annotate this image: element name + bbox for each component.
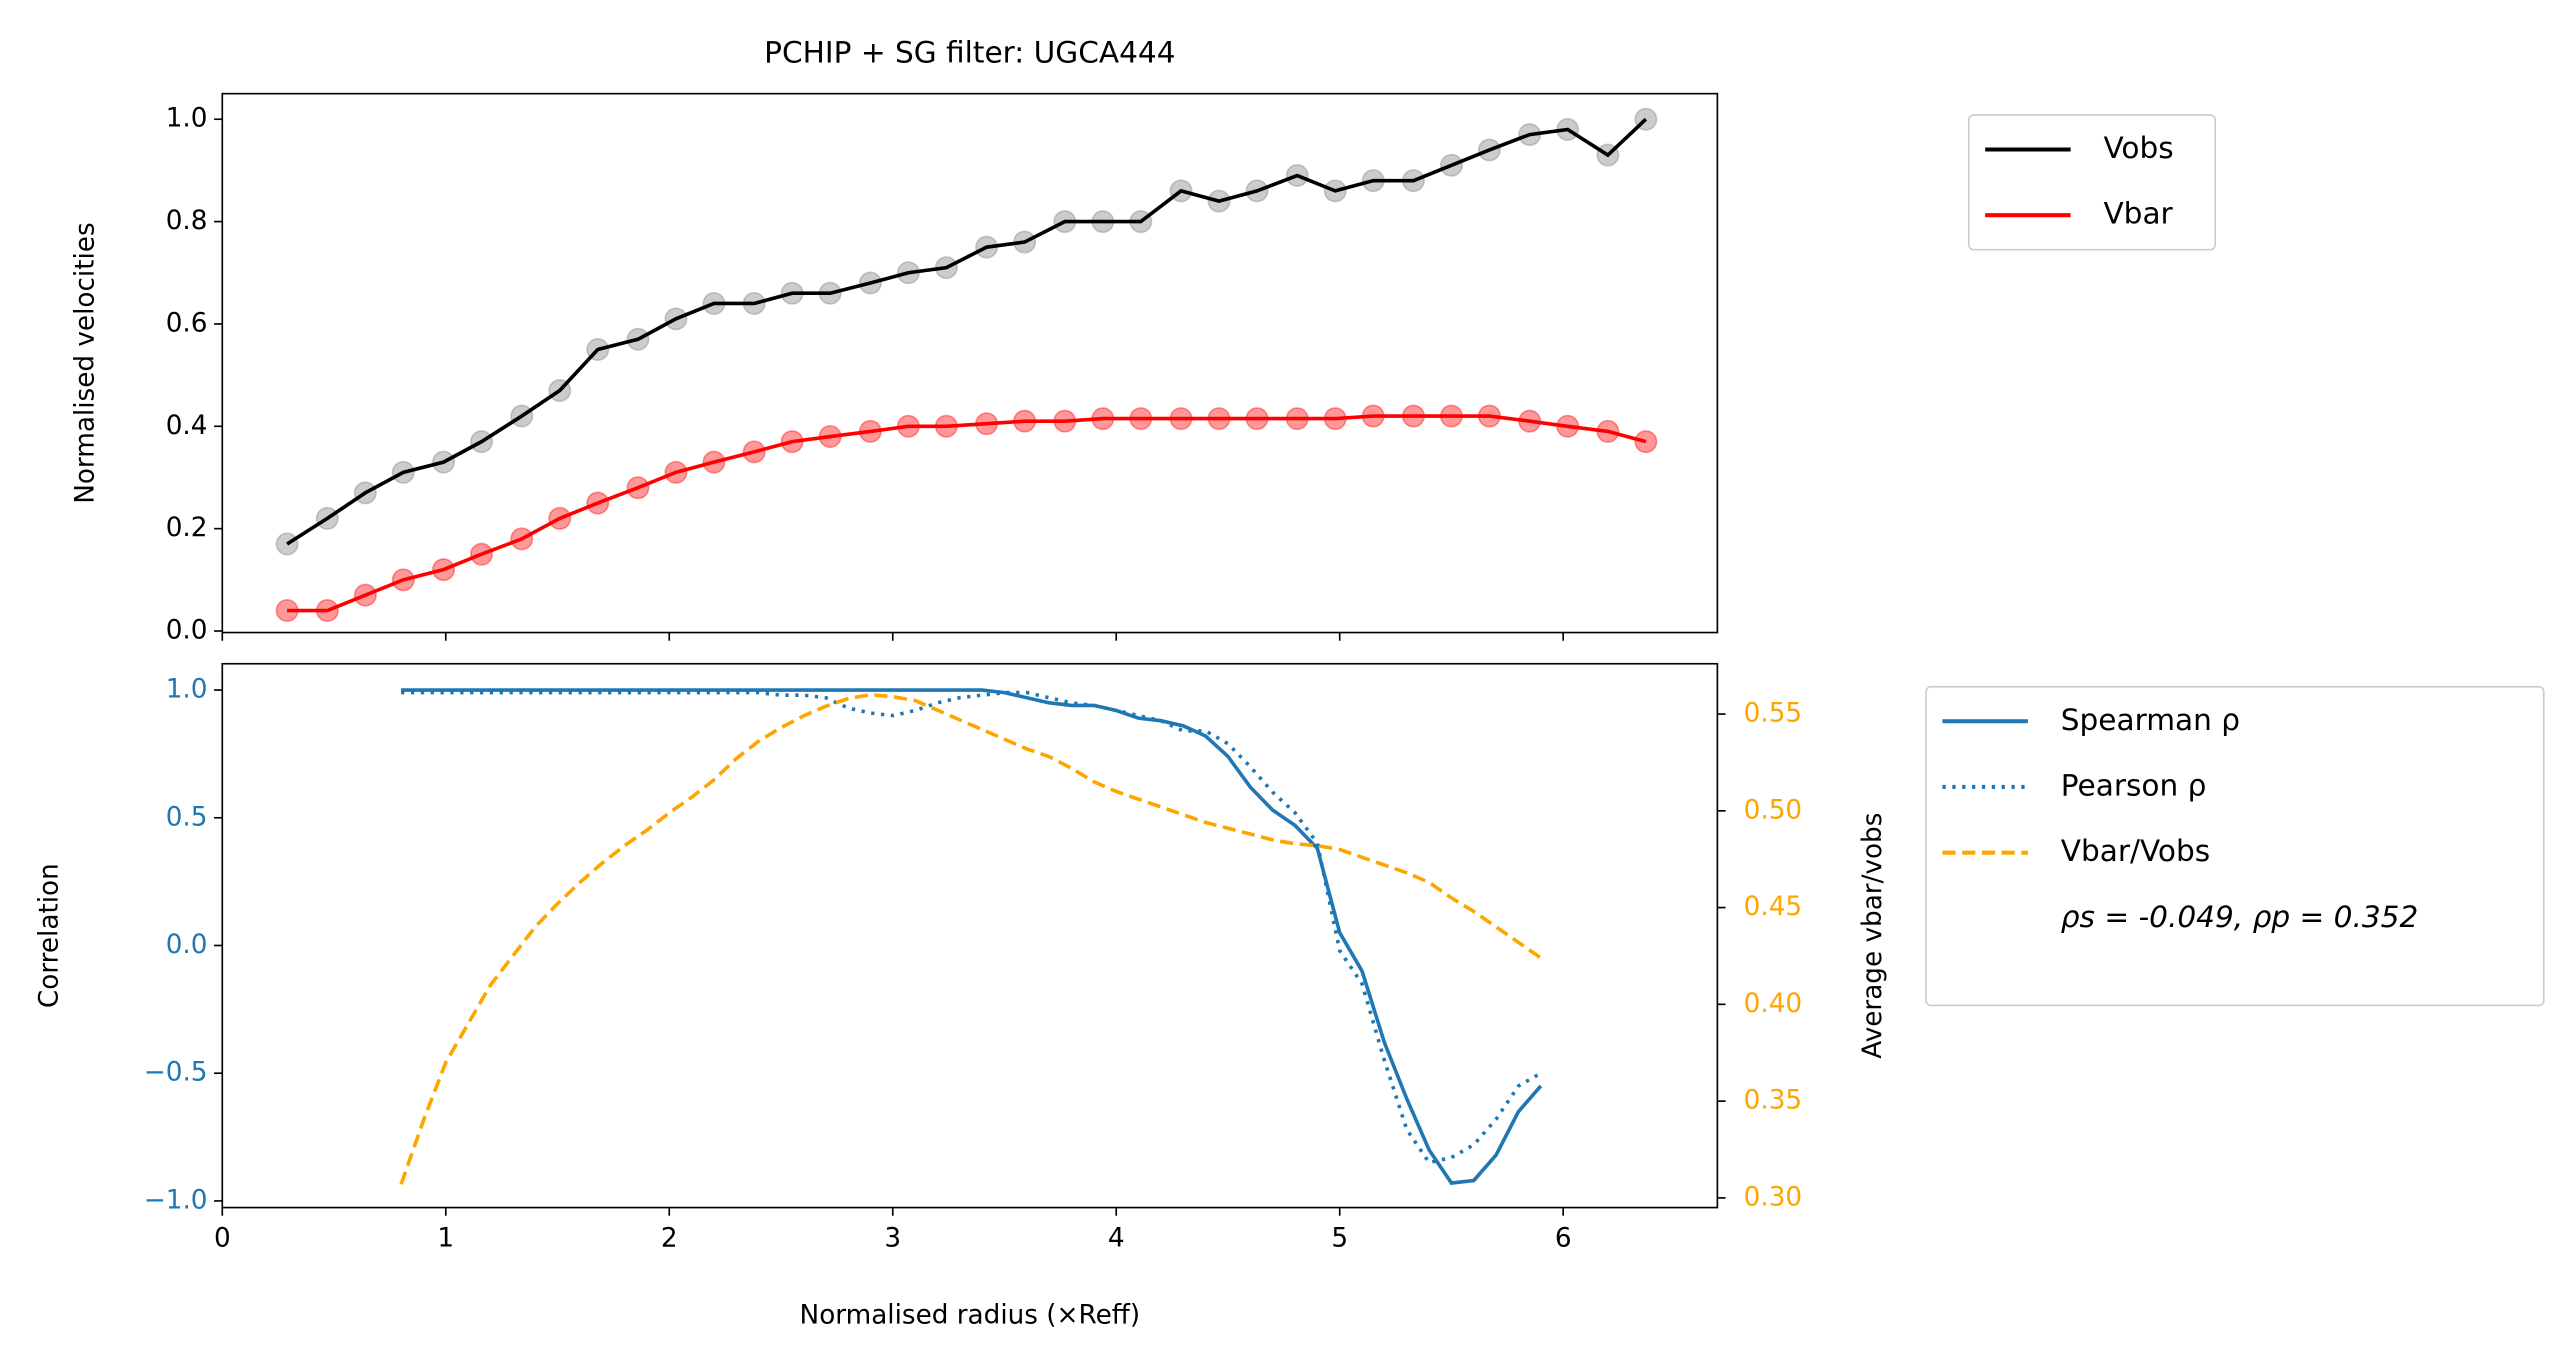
legend-label: Vobs: [2103, 131, 2173, 165]
x-tick-label: 0: [214, 1223, 231, 1253]
y-axis-label: Correlation: [34, 863, 64, 1008]
x-tick-label: 6: [1555, 1223, 1572, 1253]
x-axis-label: Normalised radius (×Reff): [800, 1300, 1141, 1330]
legend-label: Spearman ρ: [2061, 703, 2240, 737]
y2-tick-label: 0.45: [1744, 892, 1802, 922]
chart-title: PCHIP + SG filter: UGCA444: [764, 36, 1175, 70]
y-tick-label: 1.0: [166, 675, 208, 705]
series-line: [401, 690, 1542, 1165]
plot-frame: [221, 92, 1719, 634]
series-line: [286, 117, 1648, 546]
y-axis-label: Normalised velocities: [70, 222, 100, 503]
legend-box: [1967, 114, 2217, 251]
series-line: [399, 692, 1542, 1185]
y-tick-label: 0.4: [166, 411, 208, 441]
y2-axis-label: Average vbar/vobs: [1858, 813, 1888, 1059]
y-tick-label: 0.6: [166, 308, 208, 338]
x-tick-label: 2: [661, 1223, 678, 1253]
series-line: [287, 414, 1647, 613]
legend-note: ρs = -0.049, ρp = 0.352: [2061, 900, 2419, 934]
x-tick-label: 3: [884, 1223, 901, 1253]
y-tick-label: 1.0: [166, 104, 208, 134]
legend-label: Vbar/Vobs: [2061, 834, 2210, 868]
x-tick-label: 5: [1331, 1223, 1348, 1253]
y-tick-label: −0.5: [144, 1058, 208, 1088]
x-tick-label: 4: [1108, 1223, 1125, 1253]
y-tick-label: 0.2: [166, 513, 208, 543]
legend-label: Pearson ρ: [2061, 768, 2207, 802]
y2-tick-label: 0.35: [1744, 1086, 1802, 1116]
y2-tick-label: 0.40: [1744, 989, 1802, 1019]
y-tick-label: 0.0: [166, 930, 208, 960]
y2-tick-label: 0.30: [1744, 1182, 1802, 1212]
x-tick-label: 1: [437, 1223, 454, 1253]
y-tick-label: −1.0: [144, 1185, 208, 1215]
y-tick-label: 0.5: [166, 802, 208, 832]
y2-tick-label: 0.50: [1744, 795, 1802, 825]
y-tick-label: 0.8: [166, 206, 208, 236]
series-line: [401, 688, 1543, 1185]
legend-label: Vbar: [2103, 197, 2173, 231]
y-tick-label: 0.0: [166, 615, 208, 645]
data-point: [1634, 430, 1658, 454]
legend-box: [1925, 685, 2545, 1007]
y2-tick-label: 0.55: [1744, 699, 1802, 729]
plot-frame: [221, 662, 1719, 1209]
